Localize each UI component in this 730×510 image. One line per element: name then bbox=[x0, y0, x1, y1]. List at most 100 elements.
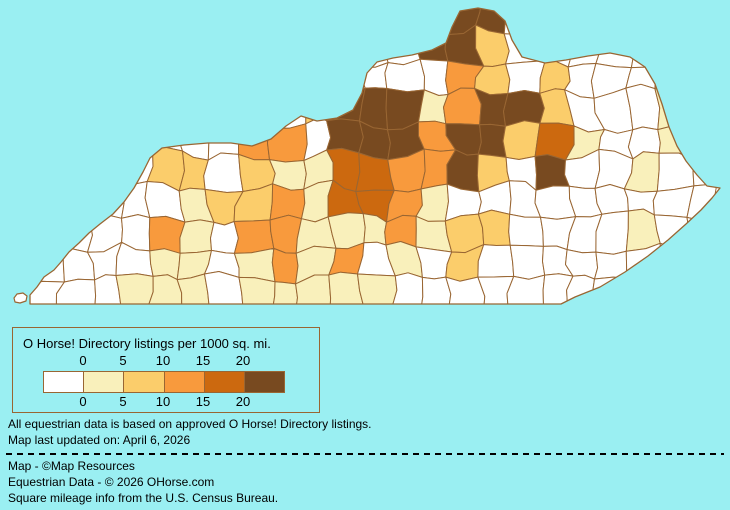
county-shape bbox=[686, 8, 720, 38]
county-shape bbox=[30, 241, 65, 286]
county-shape bbox=[630, 31, 665, 69]
county-shape bbox=[654, 88, 692, 131]
county-shape bbox=[207, 29, 243, 70]
county-shape bbox=[55, 278, 97, 304]
county-shape bbox=[686, 245, 719, 284]
county-shape bbox=[325, 65, 366, 98]
county-shape bbox=[55, 151, 96, 190]
county-shape bbox=[60, 87, 92, 128]
county-shape bbox=[357, 273, 398, 304]
county-shape bbox=[591, 276, 629, 304]
county-shape bbox=[233, 247, 276, 283]
legend-swatch bbox=[163, 372, 204, 392]
county-shape bbox=[203, 152, 244, 193]
legend-scale-top: 0 5 10 15 20 bbox=[43, 353, 283, 368]
county-shape bbox=[233, 25, 276, 68]
county-shape bbox=[505, 60, 546, 94]
county-shape bbox=[503, 8, 544, 35]
county-shape bbox=[662, 276, 693, 304]
data-credit: Equestrian Data - © 2026 OHorse.com bbox=[8, 475, 215, 489]
county-shape bbox=[502, 120, 541, 160]
legend-tick-label: 15 bbox=[195, 394, 211, 409]
county-shape bbox=[114, 8, 153, 32]
county-shape bbox=[477, 275, 515, 304]
county-shape bbox=[144, 29, 184, 67]
county-shape bbox=[91, 151, 126, 188]
county-shape bbox=[354, 8, 394, 31]
county-shape bbox=[117, 117, 154, 156]
county-shape bbox=[30, 152, 58, 190]
county-shape bbox=[384, 8, 423, 33]
county-shape bbox=[384, 58, 425, 93]
county-shape bbox=[506, 274, 546, 304]
legend-tick-label: 0 bbox=[79, 394, 87, 409]
legend-scale-bottom: 0 5 10 15 20 bbox=[43, 394, 283, 409]
legend-tick-label: 20 bbox=[235, 353, 251, 368]
legend-swatch bbox=[123, 372, 164, 392]
county-shape bbox=[272, 57, 306, 99]
legend-swatch bbox=[83, 372, 124, 392]
county-shape bbox=[445, 276, 486, 304]
legend-swatch bbox=[44, 372, 84, 392]
county-shape bbox=[656, 8, 693, 37]
last-updated-note: Map last updated on: April 6, 2026 bbox=[8, 433, 191, 447]
county-shape bbox=[626, 275, 667, 304]
county-shape bbox=[656, 152, 695, 192]
county-shape bbox=[233, 8, 276, 37]
legend-swatch bbox=[243, 372, 285, 392]
county-shape bbox=[148, 86, 181, 125]
county-shape bbox=[567, 33, 601, 68]
county-shape bbox=[206, 87, 245, 130]
county-shape bbox=[117, 88, 153, 123]
county-shape bbox=[83, 58, 122, 93]
county-shape bbox=[689, 90, 718, 130]
county-shape bbox=[83, 87, 121, 128]
county-shape bbox=[503, 33, 546, 65]
county-shape bbox=[295, 274, 332, 304]
county-shape bbox=[115, 273, 154, 304]
county-shape bbox=[30, 186, 66, 215]
county-shape bbox=[570, 8, 601, 36]
county-shape bbox=[30, 8, 60, 36]
state-outline bbox=[29, 7, 721, 305]
map-legend: O Horse! Directory listings per 1000 sq.… bbox=[12, 327, 320, 413]
county-shape bbox=[301, 8, 333, 34]
county-shape bbox=[58, 65, 90, 94]
kentucky-choropleth-map bbox=[13, 7, 721, 305]
county-shape bbox=[689, 122, 720, 161]
county-shape bbox=[626, 8, 659, 37]
legend-swatch bbox=[203, 372, 244, 392]
county-shape bbox=[594, 250, 628, 280]
county-shape bbox=[326, 118, 364, 154]
county-shape bbox=[267, 87, 307, 129]
legend-tick-label: 10 bbox=[155, 394, 171, 409]
county-shape bbox=[55, 119, 93, 154]
county-shape bbox=[88, 182, 125, 219]
county-shape bbox=[685, 25, 716, 66]
county-shape bbox=[238, 57, 278, 99]
county-shape bbox=[238, 125, 270, 161]
county-shape bbox=[30, 119, 66, 158]
county-shape bbox=[692, 155, 720, 188]
county-shape bbox=[269, 183, 306, 221]
county-shape bbox=[54, 32, 90, 68]
county-shape bbox=[595, 210, 629, 255]
county-shape bbox=[55, 8, 86, 37]
county-shape bbox=[179, 219, 215, 254]
county-shape bbox=[145, 274, 183, 304]
county-shape bbox=[144, 64, 185, 94]
county-shape bbox=[233, 219, 275, 254]
county-shape bbox=[30, 31, 60, 68]
county-shape bbox=[538, 8, 575, 37]
county-shape bbox=[654, 60, 692, 95]
legend-color-bar bbox=[43, 371, 285, 393]
county-shape bbox=[172, 8, 212, 35]
county-shape bbox=[477, 244, 515, 278]
county-shape bbox=[210, 221, 239, 254]
county-shape bbox=[508, 213, 544, 247]
county-shape bbox=[509, 244, 546, 280]
county-shape bbox=[301, 29, 333, 69]
county-shape bbox=[266, 8, 305, 34]
county-shape bbox=[299, 64, 330, 98]
